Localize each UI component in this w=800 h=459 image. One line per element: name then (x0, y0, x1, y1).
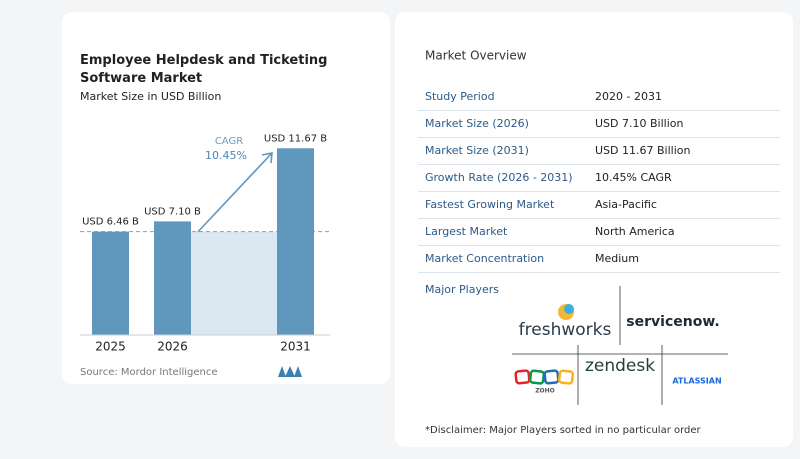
row-value: USD 7.10 Billion (595, 117, 683, 130)
source: Source: Mordor Intelligence (80, 367, 218, 378)
bar (277, 148, 314, 335)
row-label: Market Size (2031) (425, 144, 529, 157)
row-label: Fastest Growing Market (425, 198, 555, 211)
cagr-arrow (193, 152, 273, 237)
player-name: ATLASSIAN (672, 377, 721, 386)
chart-subtitle: Market Size in USD Billion (80, 90, 221, 103)
player-name: ZOHO (535, 388, 555, 395)
row-value: North America (595, 225, 675, 238)
overview-card (395, 12, 793, 447)
value-label: USD 6.46 B (82, 217, 139, 228)
zoho-box (528, 369, 546, 385)
player-name: servicenow. (626, 314, 719, 330)
freshworks-icon (564, 304, 574, 314)
players-title: Major Players (425, 283, 499, 296)
chart-title: Employee Helpdesk and Ticketing Software … (80, 53, 327, 86)
row-label: Growth Rate (2026 - 2031) (425, 171, 573, 184)
overview-title: Market Overview (425, 49, 527, 63)
row-label: Study Period (425, 90, 495, 103)
player-name: freshworks (519, 320, 612, 340)
value-label: USD 11.67 B (264, 133, 327, 144)
row-value: USD 11.67 Billion (595, 144, 690, 157)
zoho-box (514, 369, 531, 385)
player-grid (512, 286, 728, 405)
disclaimer: *Disclaimer: Major Players sorted in no … (425, 425, 702, 436)
logo (278, 366, 302, 377)
row-label: Market Size (2026) (425, 117, 529, 130)
row-label: Market Concentration (425, 252, 544, 265)
bar (154, 221, 191, 335)
x-tick-label: 2025 (95, 340, 126, 354)
player-name: zendesk (585, 356, 655, 376)
bar (92, 231, 129, 335)
row-value: Asia-Pacific (595, 198, 657, 211)
x-tick-label: 2026 (157, 340, 188, 354)
cagr-value: 10.45% (205, 149, 247, 162)
cagr-label: CAGR (215, 136, 243, 147)
zoho-box (543, 369, 560, 385)
zoho-box (557, 369, 575, 385)
row-value: Medium (595, 252, 639, 265)
x-tick-label: 2031 (280, 340, 311, 354)
value-label: USD 7.10 B (144, 206, 201, 217)
row-value: 10.45% CAGR (595, 171, 672, 184)
row-value: 2020 - 2031 (595, 90, 662, 103)
row-label: Largest Market (425, 225, 508, 238)
